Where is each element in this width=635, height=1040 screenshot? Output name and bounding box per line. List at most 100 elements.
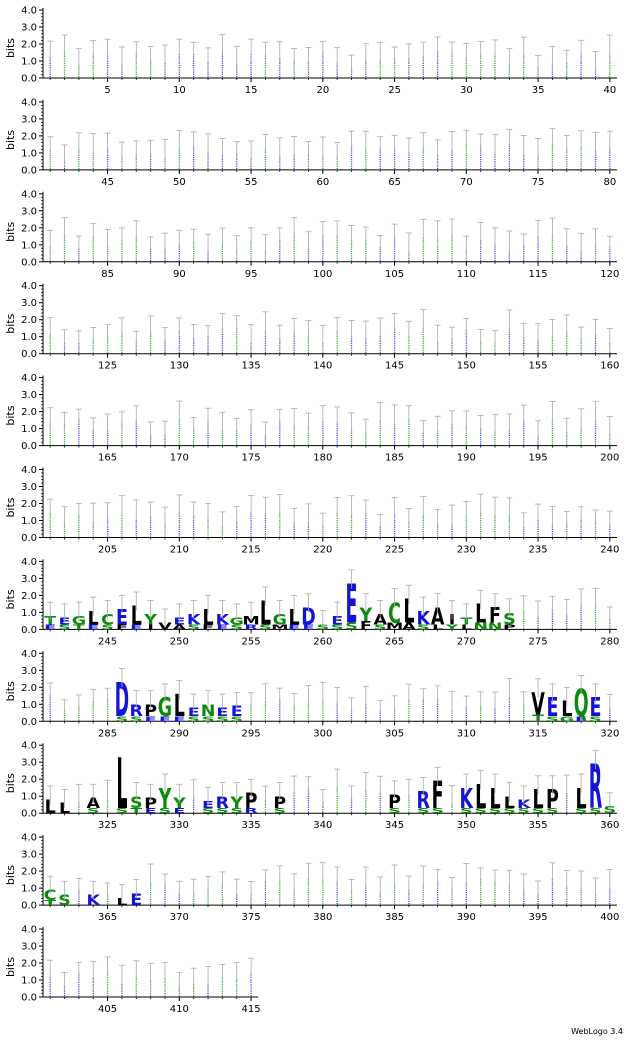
x-tick-label: 290 <box>170 728 189 739</box>
logo-letter: S <box>331 624 344 632</box>
logo-letter: I <box>449 611 456 628</box>
logo-letter: R <box>417 787 431 814</box>
logo-letter: T <box>44 899 57 907</box>
y-tick-label: 3.0 <box>21 298 37 309</box>
y-tick-label: 2.0 <box>21 407 37 418</box>
x-tick-label: 25 <box>388 85 401 96</box>
y-tick-label: 0.0 <box>21 993 37 1004</box>
logo-letter: R <box>589 752 602 823</box>
logo-letter: L <box>504 793 515 812</box>
x-tick-label: 160 <box>600 361 619 372</box>
logo-letter: E <box>44 624 56 632</box>
logo-letter: N <box>201 701 216 720</box>
logo-letter: Y <box>444 624 458 632</box>
logo-letter: K <box>86 892 100 909</box>
y-axis-label: bits <box>4 589 17 609</box>
logo-letter: S <box>345 621 358 632</box>
logo-letter: L <box>174 688 185 724</box>
x-tick-label: 390 <box>457 912 476 923</box>
logo-letter: Y <box>229 793 243 812</box>
x-tick-label: 65 <box>388 177 401 188</box>
x-tick-label: 320 <box>600 728 619 739</box>
logo-letter: P <box>144 795 157 812</box>
logo-letter: S <box>503 807 516 815</box>
x-tick-label: 315 <box>529 728 548 739</box>
logo-letter: Y <box>143 611 157 628</box>
logo-row: bits 0.0 1.0 2.0 3.0 4.0 45 50 55 60 65 70 75 80 <box>4 97 617 188</box>
y-tick-label: 0.0 <box>21 257 37 268</box>
logo-letter: F <box>202 624 214 632</box>
x-tick-label: 180 <box>313 453 332 464</box>
x-tick-label: 275 <box>529 636 548 647</box>
logo-letter: A <box>373 611 387 628</box>
logo-letter: P <box>546 786 559 815</box>
x-tick-label: 230 <box>457 545 476 556</box>
x-tick-label: 165 <box>98 453 117 464</box>
x-tick-label: 5 <box>104 85 110 96</box>
logo-letter: P <box>245 789 258 814</box>
logo-letter: E <box>130 624 142 632</box>
logo-letter: R <box>244 807 257 815</box>
x-tick-label: 395 <box>529 912 548 923</box>
x-tick-label: 95 <box>245 269 258 280</box>
logo-letter: C <box>388 597 401 629</box>
y-tick-label: 1.0 <box>21 424 37 435</box>
logo-letter: S <box>101 624 114 632</box>
logo-letter: L <box>289 605 300 630</box>
logo-letter: S <box>58 624 71 632</box>
logo-letter: S <box>431 807 444 815</box>
y-tick-label: 2.0 <box>21 131 37 142</box>
y-tick-label: 1.0 <box>21 332 37 343</box>
x-tick-label: 265 <box>385 636 404 647</box>
x-tick-label: 30 <box>460 85 473 96</box>
logo-letter: S <box>230 624 243 632</box>
x-tick-label: 145 <box>385 361 404 372</box>
logo-letter: A <box>173 624 187 632</box>
y-axis-label: bits <box>4 865 17 885</box>
logo-letter: E <box>346 574 358 636</box>
y-axis-label: bits <box>4 773 17 793</box>
logo-letter: V <box>531 686 545 722</box>
logo-letter: L <box>116 745 127 826</box>
x-tick-label: 190 <box>457 453 476 464</box>
logo-letter: S <box>216 807 229 815</box>
x-tick-label: 60 <box>316 177 329 188</box>
logo-letter: E <box>116 605 128 630</box>
y-tick-label: 2.0 <box>21 499 37 510</box>
x-tick-label: 50 <box>173 177 186 188</box>
logo-letter: S <box>589 807 602 815</box>
logo-letter: L <box>88 608 100 630</box>
y-tick-label: 1.0 <box>21 240 37 251</box>
y-tick-label: 1.0 <box>21 884 37 895</box>
x-tick-label: 295 <box>242 728 261 739</box>
y-tick-label: 4.0 <box>21 649 37 660</box>
logo-row: bits 0.0 1.0 2.0 3.0 4.0 205 210 215 220 225 230 235… <box>4 465 619 556</box>
logo-letter: S <box>216 716 229 724</box>
y-tick-label: 3.0 <box>21 666 37 677</box>
logo-letter: S <box>187 716 200 724</box>
y-tick-label: 4.0 <box>21 925 37 936</box>
logo-letter: P <box>388 792 401 814</box>
x-tick-label: 75 <box>532 177 545 188</box>
y-tick-label: 2.0 <box>21 959 37 970</box>
x-tick-label: 115 <box>529 269 548 280</box>
y-tick-label: 2.0 <box>21 867 37 878</box>
y-tick-label: 3.0 <box>21 574 37 585</box>
logo-letter: G <box>560 716 574 724</box>
x-tick-label: 225 <box>385 545 404 556</box>
weblogo-brand-label: WebLogo 3.4 <box>571 1027 623 1036</box>
x-tick-label: 45 <box>101 177 114 188</box>
y-axis-label: bits <box>4 38 17 58</box>
logo-letter: R <box>244 624 257 632</box>
logo-letter: S <box>159 807 172 815</box>
x-tick-label: 380 <box>313 912 332 923</box>
x-tick-label: 370 <box>170 912 189 923</box>
x-tick-label: 240 <box>600 545 619 556</box>
x-tick-label: 410 <box>170 1004 189 1015</box>
logo-letter: L <box>202 605 213 630</box>
y-tick-label: 1.0 <box>21 976 37 987</box>
logo-letter: L <box>432 624 444 632</box>
logo-letter: L <box>561 697 572 722</box>
y-axis-label: bits <box>4 221 17 241</box>
x-tick-label: 280 <box>600 636 619 647</box>
